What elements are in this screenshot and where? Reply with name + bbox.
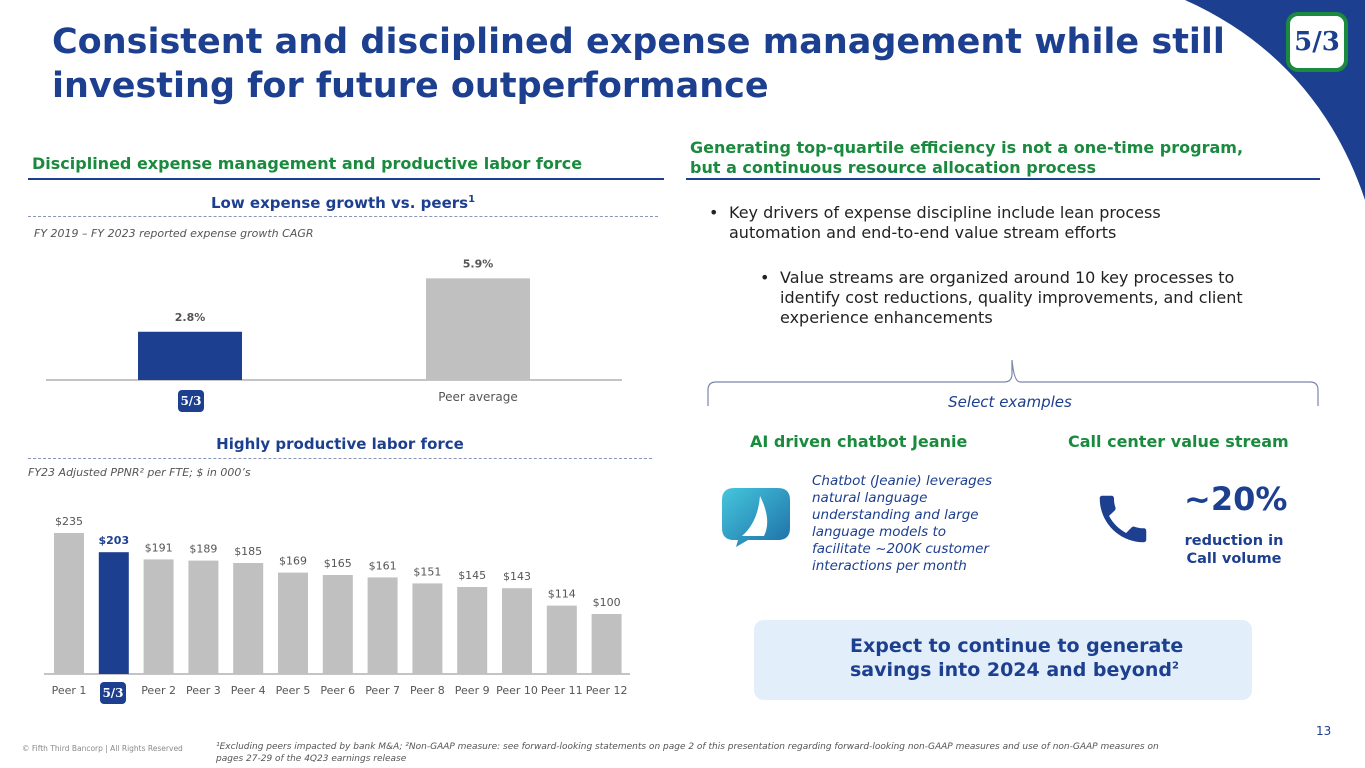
labor-chart-divider	[28, 458, 652, 459]
labor-value-label: $114	[548, 588, 576, 601]
expense-chart-note: FY 2019 – FY 2023 reported expense growt…	[34, 227, 314, 240]
labor-bar-peer-3	[188, 560, 219, 674]
page-number: 13	[1316, 724, 1332, 738]
fifth-third-logo: 5/3	[1286, 12, 1348, 72]
labor-bar-peer-4	[233, 563, 264, 674]
footnote: ¹Excluding peers impacted by bank M&A; ²…	[216, 742, 1159, 764]
expense-chart: 2.8% 5.9% Peer average	[46, 257, 622, 404]
labor-value-label: $100	[593, 596, 621, 609]
expense-bar-peer-average	[426, 278, 530, 380]
right-section-rule	[686, 178, 1320, 180]
labor-category-label: Peer 10	[496, 684, 538, 697]
expense-value-label: 2.8%	[175, 311, 206, 324]
expense-value-label: 5.9%	[463, 257, 494, 270]
fifth-third-mini-logo: 5/3	[178, 390, 204, 412]
chatbot-description: Chatbot (Jeanie) leverages natural langu…	[812, 473, 993, 574]
right-section-title: Generating top-quartile efficiency is no…	[690, 138, 1243, 178]
labor-value-label: $191	[145, 541, 173, 554]
labor-category-label: Peer 3	[186, 684, 221, 697]
expense-category-peer-average: Peer average	[438, 390, 517, 404]
copyright: © Fifth Third Bancorp | All Rights Reser…	[22, 744, 183, 753]
labor-value-label: $145	[458, 569, 486, 582]
labor-value-label: $235	[55, 515, 83, 528]
labor-category-label: Peer 5	[276, 684, 311, 697]
bullet-2: • Value streams are organized around 10 k…	[760, 268, 1243, 327]
page-title: Consistent and disciplined expense manag…	[52, 22, 1225, 106]
labor-value-label: $151	[413, 565, 441, 578]
labor-category-label: Peer 1	[52, 684, 87, 697]
expense-chart-subtitle: Low expense growth vs. peers1	[210, 194, 476, 212]
labor-bar-fifth-third	[98, 552, 129, 674]
labor-bar-peer-5	[278, 572, 308, 674]
right-section-title-line2: but a continuous resource allocation pro…	[690, 158, 1096, 177]
example-callcenter-title: Call center value stream	[1068, 432, 1289, 451]
left-section-rule	[28, 178, 664, 180]
labor-bar-peer-8	[412, 583, 443, 674]
fifth-third-mini-logo-labor: 5/3	[100, 682, 126, 704]
labor-value-label: $189	[189, 543, 217, 556]
labor-category-label: Peer 11	[541, 684, 583, 697]
example-chatbot-title: AI driven chatbot Jeanie	[750, 432, 968, 451]
chatbot-icon	[722, 488, 790, 547]
labor-bar-peer-11	[546, 605, 577, 674]
labor-category-label: Peer 9	[455, 684, 490, 697]
labor-value-label: $185	[234, 545, 262, 558]
bullet-1: • Key drivers of expense discipline inclu…	[709, 203, 1161, 242]
right-section-title-line1: Generating top-quartile efficiency is no…	[690, 138, 1244, 157]
labor-bar-peer-10	[502, 588, 532, 674]
labor-category-label: Peer 7	[365, 684, 400, 697]
call-volume-reduction-value: ~20%	[1184, 480, 1288, 518]
logo-text: 5/3	[1294, 27, 1340, 57]
labor-category-label: Peer 8	[410, 684, 445, 697]
call-volume-caption: reduction in Call volume	[1184, 533, 1284, 567]
labor-bar-peer-1	[54, 533, 84, 674]
left-section-title: Disciplined expense management and produ…	[32, 154, 583, 173]
expense-chart-divider	[28, 216, 658, 217]
labor-value-label: $165	[324, 557, 352, 570]
expense-bar-fifth-third	[138, 331, 242, 380]
labor-value-label: $203	[98, 534, 129, 547]
labor-bar-peer-7	[367, 577, 398, 674]
labor-category-label: Peer 6	[320, 684, 355, 697]
labor-chart-note: FY23 Adjusted PPNR² per FTE; $ in 000’s	[28, 466, 251, 479]
select-examples-brace	[707, 359, 1319, 406]
select-examples-label: Select examples	[948, 393, 1072, 411]
labor-category-label: Peer 12	[586, 684, 628, 697]
labor-chart-subtitle: Highly productive labor force	[216, 435, 464, 453]
phone-icon	[1099, 495, 1147, 543]
labor-chart: $235 Peer 1 $203 $191 Peer 2 $189 Peer 3 $185 Pe…	[44, 515, 630, 697]
labor-bar-peer-6	[322, 575, 353, 674]
labor-bar-peer-2	[143, 559, 174, 674]
labor-value-label: $169	[279, 555, 307, 568]
labor-bar-peer-9	[457, 587, 488, 674]
labor-category-label: Peer 2	[141, 684, 176, 697]
labor-value-label: $143	[503, 570, 531, 583]
outlook-callout-text: Expect to continue to generate savings i…	[850, 635, 1184, 681]
labor-category-label: Peer 4	[231, 684, 266, 697]
labor-bar-peer-12	[591, 614, 622, 674]
labor-value-label: $161	[369, 559, 397, 572]
outlook-callout: Expect to continue to generate savings i…	[754, 620, 1252, 700]
